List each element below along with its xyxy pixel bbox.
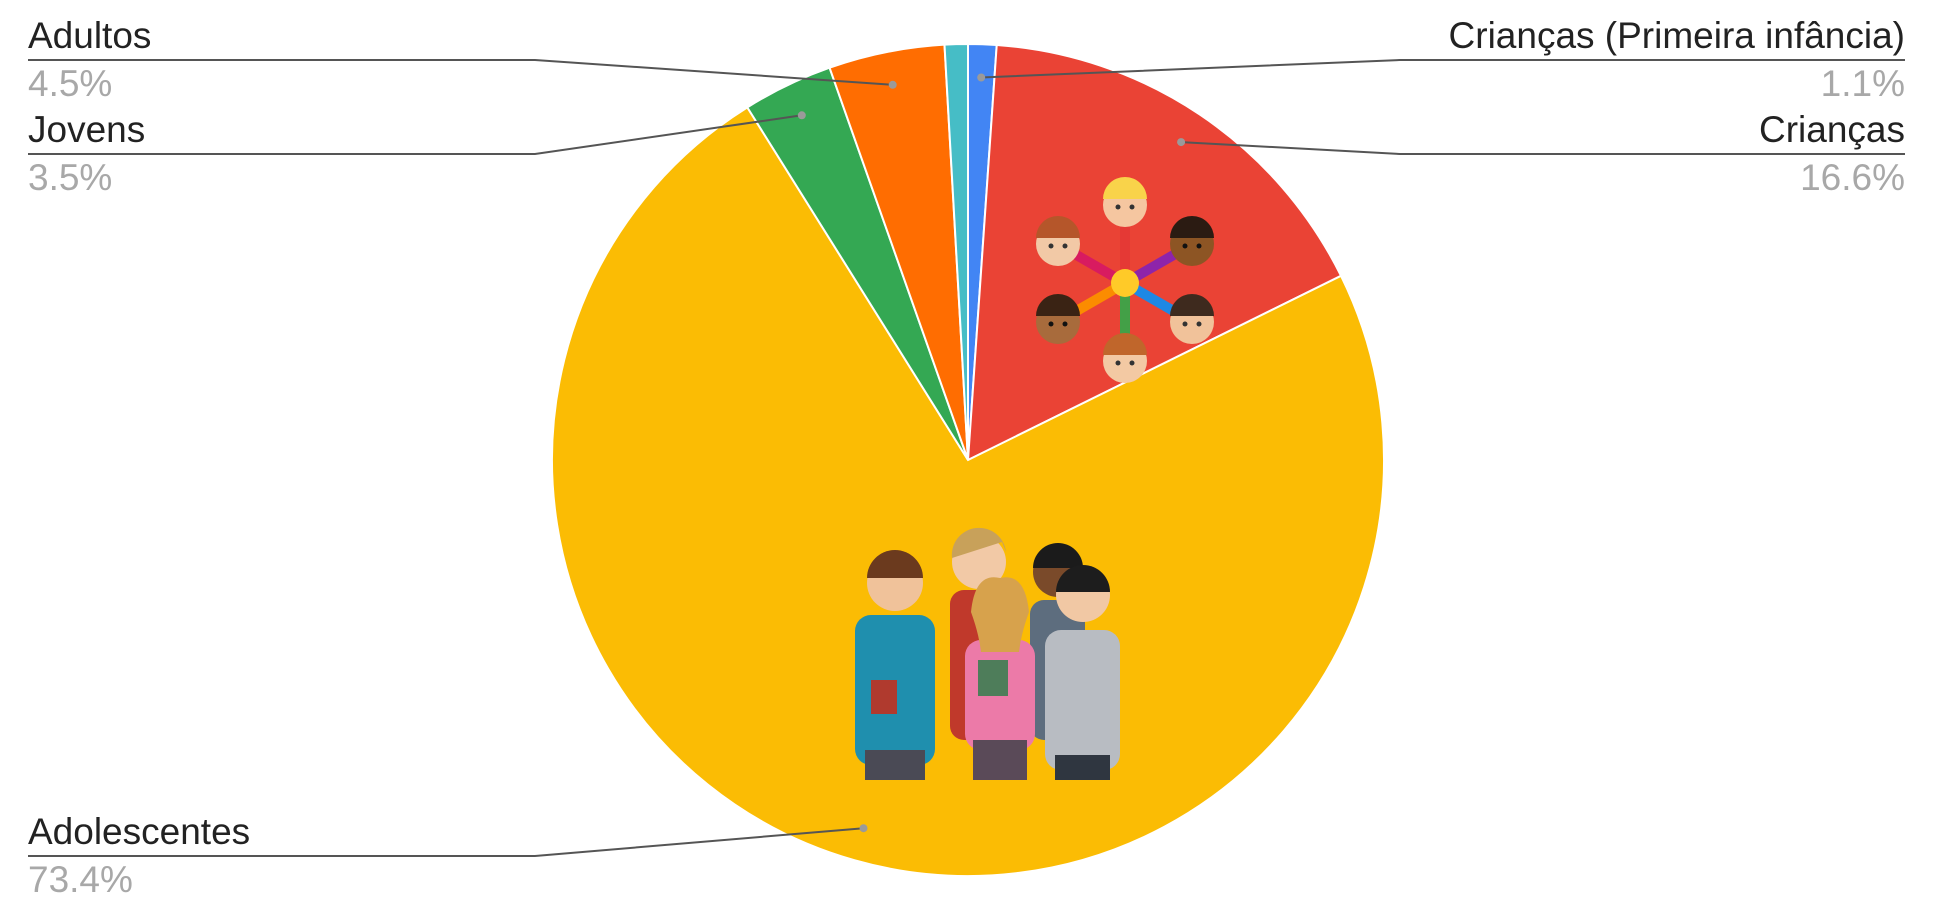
- children-circle-illustration: [1036, 177, 1214, 383]
- leader-dot-adolescentes: [859, 824, 868, 833]
- slice-label-adultos: Adultos: [28, 15, 151, 56]
- teenagers-group-illustration: [855, 527, 1120, 780]
- pie-slice-unlabeled-5: [943, 42, 969, 461]
- slice-label-criancas-primeira-infancia: Crianças (Primeira infância): [1449, 15, 1905, 56]
- pie-slice-adolescentes: [551, 105, 1385, 877]
- slice-value-criancas: 16.6%: [1800, 157, 1905, 198]
- leader-lines: [28, 59, 1905, 857]
- leader-dot-jovens: [797, 111, 806, 120]
- pie-slice-criancas: [966, 43, 1343, 462]
- leader-dot-criancas: [1177, 138, 1186, 147]
- slice-value-criancas-primeira-infancia: 1.1%: [1821, 63, 1905, 104]
- slice-label-criancas: Crianças: [1759, 109, 1905, 150]
- slice-value-adolescentes: 73.4%: [28, 859, 133, 900]
- slice-value-adultos: 4.5%: [28, 63, 112, 104]
- leader-line-adultos: [28, 59, 893, 86]
- leader-line-adolescentes: [28, 827, 864, 857]
- slice-label-jovens: Jovens: [28, 109, 145, 150]
- slice-labels: Crianças (Primeira infância) 1.1% Crianças…: [28, 15, 1905, 900]
- leader-line-criancas: [1181, 141, 1905, 155]
- leader-line-jovens: [28, 114, 802, 155]
- leader-dot-adultos: [888, 80, 897, 89]
- leader-dot-criancas-primeira-infancia: [977, 73, 986, 82]
- pie-slices: [551, 42, 1385, 877]
- slice-label-adolescentes: Adolescentes: [28, 811, 250, 852]
- slice-value-jovens: 3.5%: [28, 157, 112, 198]
- leader-line-criancas-primeira-infancia: [981, 59, 1905, 79]
